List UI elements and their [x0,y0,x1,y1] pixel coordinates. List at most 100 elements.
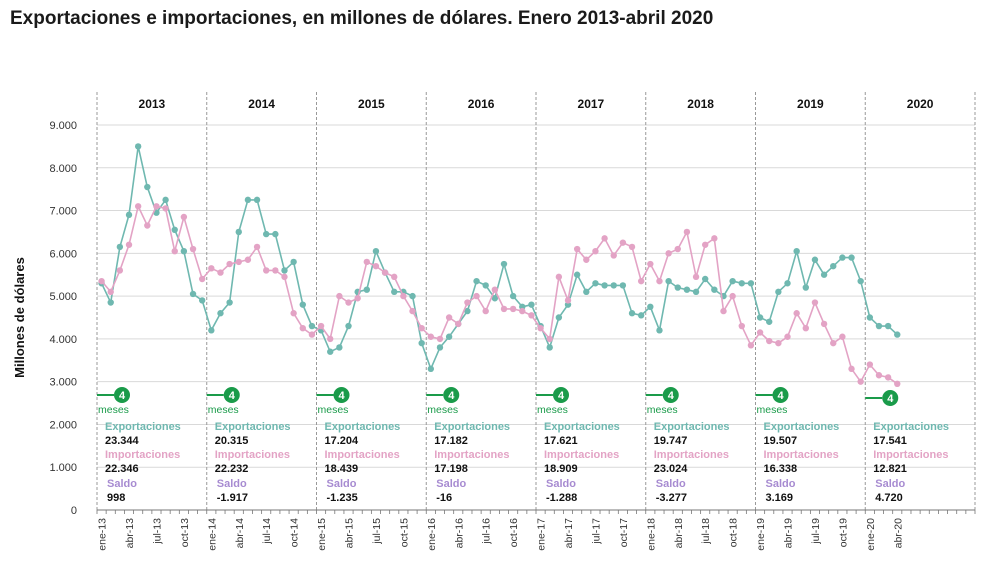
data-point-importaciones [134,203,142,210]
data-point-exportaciones [573,271,581,278]
data-point-importaciones [564,297,572,304]
data-point-exportaciones [857,277,864,285]
summary-value-importaciones: 23.024 [654,463,689,475]
data-point-importaciones [857,378,864,385]
data-point-exportaciones [116,243,124,251]
data-point-exportaciones [793,247,800,255]
year-label-2018: 2018 [687,97,714,111]
data-point-importaciones [162,205,169,212]
y-tick-label: 6.000 [49,248,77,260]
x-tick-label: jul-18 [700,518,712,545]
data-point-exportaciones [162,196,169,204]
data-point-exportaciones [272,230,279,238]
data-point-importaciones [372,262,380,270]
summary-label-exportaciones: Exportaciones [764,421,840,433]
summary-value-saldo: -1.917 [217,492,248,504]
data-point-importaciones [738,322,745,330]
months-badge-2014 [223,387,240,403]
y-axis-label: Millones de dólares [12,257,27,378]
data-point-importaciones [756,329,764,336]
data-point-importaciones [418,324,425,332]
x-tick-label: oct-19 [837,518,849,547]
data-point-exportaciones [738,280,745,287]
data-point-importaciones [775,339,782,347]
data-point-importaciones [409,307,416,315]
data-point-exportaciones [262,230,270,238]
x-tick-label: jul-16 [481,518,493,545]
data-point-exportaciones [802,284,810,291]
x-tick-label: oct-17 [618,518,630,547]
data-point-exportaciones [208,327,215,334]
data-point-exportaciones [226,299,233,306]
months-badge-2016 [443,387,460,403]
y-tick-label: 7.000 [49,206,77,218]
months-badge-2017 [553,387,569,403]
data-point-exportaciones [189,290,197,298]
data-point-exportaciones [336,344,343,351]
data-point-importaciones [473,292,480,300]
data-point-importaciones [848,365,855,373]
data-point-importaciones [455,320,462,328]
data-point-exportaciones [281,267,288,274]
year-label-2014: 2014 [248,97,275,111]
data-point-exportaciones [134,143,142,150]
data-point-exportaciones [409,292,416,300]
data-point-exportaciones [171,226,178,234]
data-point-importaciones [436,335,444,343]
summary-value-importaciones: 22.232 [215,463,249,475]
data-point-importaciones [171,247,178,255]
summary-label-importaciones: Importaciones [764,449,839,461]
data-point-exportaciones [436,344,444,351]
data-point-importaciones [820,320,828,328]
months-badge-number: 4 [338,390,345,402]
data-point-importaciones [235,258,242,266]
summary-label-exportaciones: Exportaciones [325,421,401,433]
x-tick-label: abr-16 [453,518,465,549]
data-point-importaciones [528,312,535,319]
data-point-importaciones [711,235,718,242]
year-label-2020: 2020 [907,97,934,111]
data-point-importaciones [839,333,846,340]
months-label: meses [537,404,568,416]
data-point-importaciones [354,295,361,302]
data-point-exportaciones [775,288,782,296]
data-point-exportaciones [894,331,901,338]
data-point-importaciones [747,342,755,349]
data-point-importaciones [336,292,343,300]
summary-label-saldo: Saldo [107,478,137,490]
months-badge-number: 4 [448,390,455,402]
data-point-importaciones [226,260,233,268]
x-tick-label: abr-18 [673,518,685,549]
summary-label-importaciones: Importaciones [105,449,180,461]
summary-value-exportaciones: 17.182 [434,435,468,447]
data-point-importaciones [866,361,874,368]
data-point-importaciones [884,374,892,381]
months-label: meses [757,404,788,416]
data-point-exportaciones [107,299,114,306]
months-badge-number: 4 [777,390,784,402]
data-point-importaciones [125,241,133,248]
y-tick-label: 2.000 [49,419,77,431]
year-label-2019: 2019 [797,97,824,111]
x-tick-label: ene-19 [755,518,767,551]
months-badge-number: 4 [229,390,236,402]
y-tick-label: 8.000 [49,163,77,175]
summary-label-saldo: Saldo [766,478,796,490]
summary-value-saldo: -1.288 [546,492,577,504]
data-point-exportaciones [884,322,892,330]
x-tick-label: jul-17 [590,518,602,545]
data-point-exportaciones [583,288,590,296]
data-point-importaciones [537,324,544,332]
series-line-exportaciones [100,146,898,371]
data-point-exportaciones [235,228,242,236]
summary-value-exportaciones: 19.507 [764,435,798,447]
months-label: meses [427,404,458,416]
data-point-importaciones [491,286,499,293]
data-point-importaciones [628,243,636,251]
months-badge-number: 4 [119,390,126,402]
summary-label-exportaciones: Exportaciones [654,421,730,433]
data-point-exportaciones [683,286,691,293]
data-point-exportaciones [253,196,261,204]
summary-label-saldo: Saldo [217,478,247,490]
